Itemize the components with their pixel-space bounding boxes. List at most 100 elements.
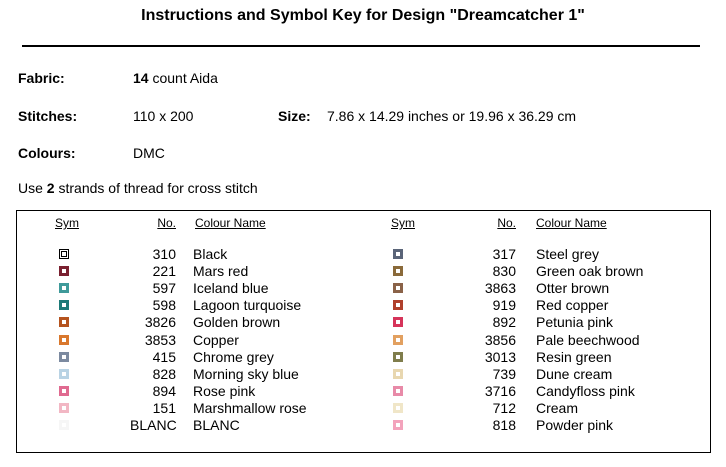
symbol bbox=[59, 300, 69, 311]
symbol-glyph bbox=[396, 405, 400, 410]
symbol bbox=[393, 300, 403, 311]
column-header: Colour Name bbox=[195, 216, 266, 230]
symbol-glyph bbox=[396, 354, 400, 359]
colour-name: Otter brown bbox=[536, 280, 610, 297]
field-label: Colours: bbox=[18, 145, 76, 161]
field-label: Stitches: bbox=[18, 108, 78, 124]
colour-name: Morning sky blue bbox=[193, 365, 299, 382]
colour-number: 3826 bbox=[144, 314, 176, 331]
column-header: Sym bbox=[55, 216, 79, 230]
symbol-glyph bbox=[396, 423, 400, 427]
symbol bbox=[59, 317, 69, 328]
colour-number: BLANC bbox=[130, 417, 177, 433]
fabric-text: count Aida bbox=[152, 70, 218, 86]
colour-name: Golden brown bbox=[193, 314, 281, 331]
colour-number: 3863 bbox=[484, 280, 516, 297]
colour-name: Petunia pink bbox=[536, 314, 614, 331]
colour-number: 712 bbox=[492, 399, 516, 416]
instruction: Use 2 strands of thread for cross stitch bbox=[18, 180, 258, 196]
colour-name: Rose pink bbox=[193, 382, 256, 399]
field-value: 14 count Aida bbox=[133, 70, 218, 86]
field-label: Fabric: bbox=[18, 70, 65, 86]
colour-number: 892 bbox=[492, 314, 516, 331]
symbol-glyph bbox=[62, 354, 66, 359]
colour-number: 310 bbox=[152, 246, 176, 262]
fabric-count: 14 bbox=[133, 70, 149, 86]
colour-name: Lagoon turquoise bbox=[193, 297, 302, 314]
column-header: No. bbox=[497, 216, 516, 230]
colour-number: 597 bbox=[152, 280, 176, 297]
colour-name: Red copper bbox=[536, 297, 609, 314]
colour-name: Mars red bbox=[193, 263, 249, 280]
separator bbox=[22, 45, 700, 47]
symbol bbox=[393, 385, 403, 396]
colour-number: 3716 bbox=[484, 382, 516, 399]
instruction-text: strands of thread for cross stitch bbox=[58, 180, 258, 196]
colour-name: Green oak brown bbox=[536, 263, 644, 280]
colour-name: Resin green bbox=[536, 348, 612, 365]
colour-number: 151 bbox=[152, 399, 176, 416]
symbol bbox=[393, 266, 403, 277]
symbol-glyph bbox=[62, 337, 66, 342]
symbol-glyph bbox=[396, 303, 400, 308]
colour-name: Candyfloss pink bbox=[536, 382, 635, 399]
symbol bbox=[59, 249, 69, 259]
symbol bbox=[59, 385, 69, 396]
colour-name: Pale beechwood bbox=[536, 331, 640, 348]
colour-name: Powder pink bbox=[536, 417, 614, 433]
field-value: 7.86 x 14.29 inches or 19.96 x 36.29 cm bbox=[327, 108, 577, 124]
colour-name: Black bbox=[193, 246, 228, 262]
symbol-glyph bbox=[396, 388, 400, 393]
symbol bbox=[393, 283, 403, 294]
symbol-glyph bbox=[396, 286, 400, 291]
colour-number: 317 bbox=[492, 246, 516, 262]
symbol bbox=[59, 266, 69, 277]
symbol bbox=[393, 351, 403, 362]
colour-name: Chrome grey bbox=[193, 348, 274, 365]
symbol-glyph bbox=[62, 303, 66, 308]
symbol bbox=[393, 402, 403, 413]
symbol-glyph bbox=[61, 251, 67, 257]
symbol-glyph bbox=[62, 423, 66, 427]
colour-name: Iceland blue bbox=[193, 280, 269, 297]
colour-number: 221 bbox=[152, 263, 176, 280]
colour-name: Dune cream bbox=[536, 365, 613, 382]
colour-number: 919 bbox=[492, 297, 516, 314]
symbol-glyph bbox=[62, 286, 66, 291]
column-header: No. bbox=[157, 216, 176, 230]
symbol-glyph bbox=[62, 388, 66, 393]
colour-name: BLANC bbox=[193, 417, 240, 433]
field-value: 110 x 200 bbox=[133, 108, 194, 124]
colour-number: 894 bbox=[152, 382, 176, 399]
colour-name: Marshmallow rose bbox=[193, 399, 307, 416]
colour-number: 3013 bbox=[484, 348, 516, 365]
colour-number: 3853 bbox=[144, 331, 176, 348]
instruction-text: Use bbox=[18, 180, 43, 196]
symbol-glyph bbox=[396, 337, 400, 342]
symbol bbox=[59, 368, 69, 379]
instruction-count: 2 bbox=[46, 180, 55, 196]
symbol bbox=[59, 283, 69, 294]
symbol bbox=[59, 420, 69, 430]
symbol bbox=[393, 317, 403, 328]
symbol bbox=[59, 351, 69, 362]
symbol bbox=[393, 420, 403, 430]
column-header: Sym bbox=[391, 216, 415, 230]
colour-number: 739 bbox=[492, 365, 516, 382]
symbol bbox=[393, 334, 403, 345]
symbol-glyph bbox=[396, 371, 400, 376]
column-header: Colour Name bbox=[536, 216, 607, 230]
symbol-glyph bbox=[62, 371, 66, 376]
symbol-glyph bbox=[396, 269, 400, 274]
symbol bbox=[393, 368, 403, 379]
symbol bbox=[393, 249, 403, 259]
colour-number: 415 bbox=[152, 348, 176, 365]
field-label: Size: bbox=[278, 108, 311, 124]
colour-number: 830 bbox=[492, 263, 516, 280]
colour-number: 828 bbox=[152, 365, 176, 382]
colour-name: Steel grey bbox=[536, 246, 600, 262]
colour-name: Cream bbox=[536, 399, 579, 416]
colour-number: 818 bbox=[492, 417, 516, 433]
symbol bbox=[59, 334, 69, 345]
